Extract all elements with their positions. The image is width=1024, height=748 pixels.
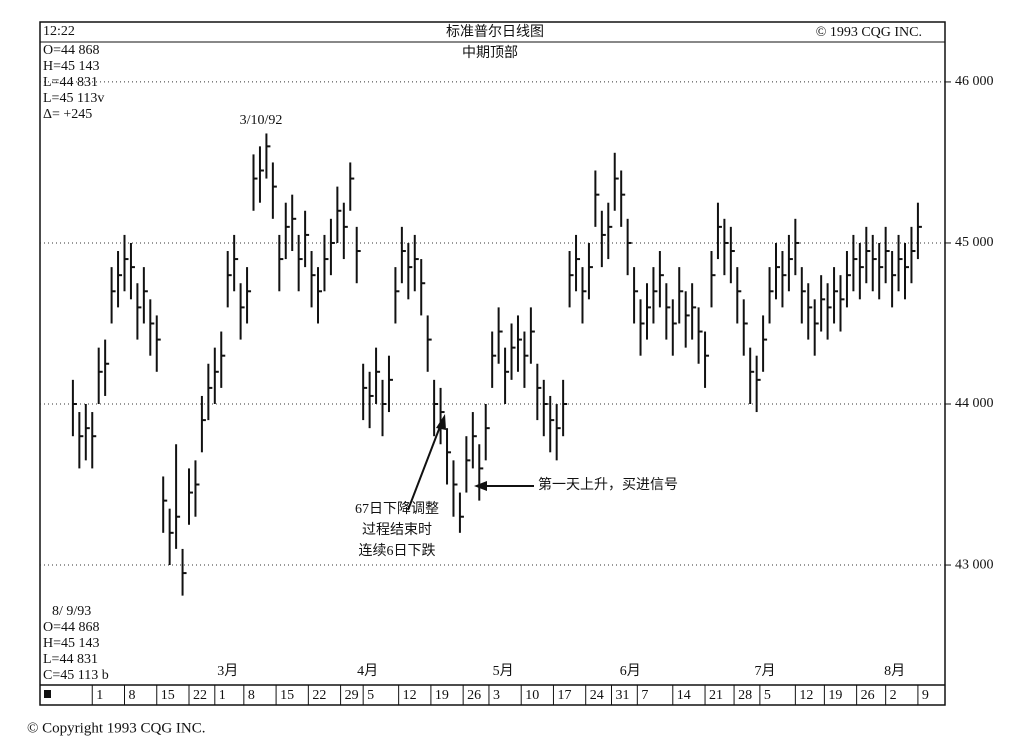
- x-tick-label: 7: [641, 688, 648, 703]
- chart-title: 标准普尔日线图: [446, 24, 544, 40]
- x-tick-label: 15: [280, 688, 294, 703]
- y-tick-label: 45 000: [955, 235, 994, 250]
- down-annotation: 过程结束时: [362, 522, 432, 538]
- x-tick-label: 3: [493, 688, 500, 703]
- info-bottom-line: L=44 831: [43, 652, 98, 667]
- month-label: 3月: [217, 663, 238, 679]
- y-tick-label: 44 000: [955, 396, 994, 411]
- down-annotation: 67日下降调整: [355, 501, 439, 517]
- x-tick-label: 22: [193, 688, 207, 703]
- x-tick-label: 8: [129, 688, 136, 703]
- x-tick-label: 28: [738, 688, 752, 703]
- x-tick-label: 12: [403, 688, 417, 703]
- info-top-line: Δ= +245: [43, 107, 92, 122]
- info-top-line: H=45 143: [43, 59, 100, 74]
- month-label: 6月: [620, 663, 641, 679]
- date-row-marker: [44, 690, 51, 698]
- x-tick-label: 29: [345, 688, 359, 703]
- x-tick-label: 8: [248, 688, 255, 703]
- copyright-top: © 1993 CQG INC.: [816, 25, 922, 40]
- x-tick-label: 17: [557, 688, 571, 703]
- peak-label: 3/10/92: [240, 113, 283, 128]
- x-tick-label: 5: [764, 688, 771, 703]
- x-tick-label: 12: [799, 688, 813, 703]
- x-tick-label: 2: [890, 688, 897, 703]
- chart-subtitle: 中期顶部: [462, 45, 518, 61]
- info-bottom-line: O=44 868: [43, 620, 100, 635]
- header-time: 12:22: [43, 24, 75, 39]
- plot-frame: [39, 21, 946, 706]
- x-tick-label: 5: [367, 688, 374, 703]
- info-bottom-line: C=45 113 b: [43, 668, 109, 683]
- info-top-line: O=44 868: [43, 43, 100, 58]
- x-tick-label: 21: [709, 688, 723, 703]
- x-tick-label: 22: [312, 688, 326, 703]
- x-tick-label: 26: [861, 688, 875, 703]
- x-tick-label: 1: [219, 688, 226, 703]
- x-tick-label: 31: [616, 688, 630, 703]
- x-tick-label: 24: [590, 688, 604, 703]
- month-label: 8月: [884, 663, 905, 679]
- x-tick-label: 10: [525, 688, 539, 703]
- month-label: 7月: [755, 663, 776, 679]
- info-bottom-line: H=45 143: [43, 636, 100, 651]
- info-top-line: L=44 831: [43, 75, 98, 90]
- x-tick-label: 15: [161, 688, 175, 703]
- x-tick-label: 19: [828, 688, 842, 703]
- x-tick-label: 19: [435, 688, 449, 703]
- x-tick-label: 14: [677, 688, 691, 703]
- info-top-line: L=45 113v: [43, 91, 104, 106]
- y-tick-label: 43 000: [955, 557, 994, 572]
- down-annotation: 连续6日下跌: [359, 542, 436, 559]
- y-tick-label: 46 000: [955, 74, 994, 89]
- arrow-buy: [474, 481, 534, 491]
- x-tick-label: 26: [467, 688, 481, 703]
- footer: © Copyright 1993 CQG INC.: [27, 720, 205, 736]
- info-bottom-line: 8/ 9/93: [52, 604, 91, 619]
- x-tick-label: 1: [96, 688, 103, 703]
- month-label: 5月: [493, 663, 514, 679]
- buy-annotation: 第一天上升，买进信号: [538, 476, 678, 493]
- month-label: 4月: [357, 663, 378, 679]
- x-tick-label: 9: [922, 688, 929, 703]
